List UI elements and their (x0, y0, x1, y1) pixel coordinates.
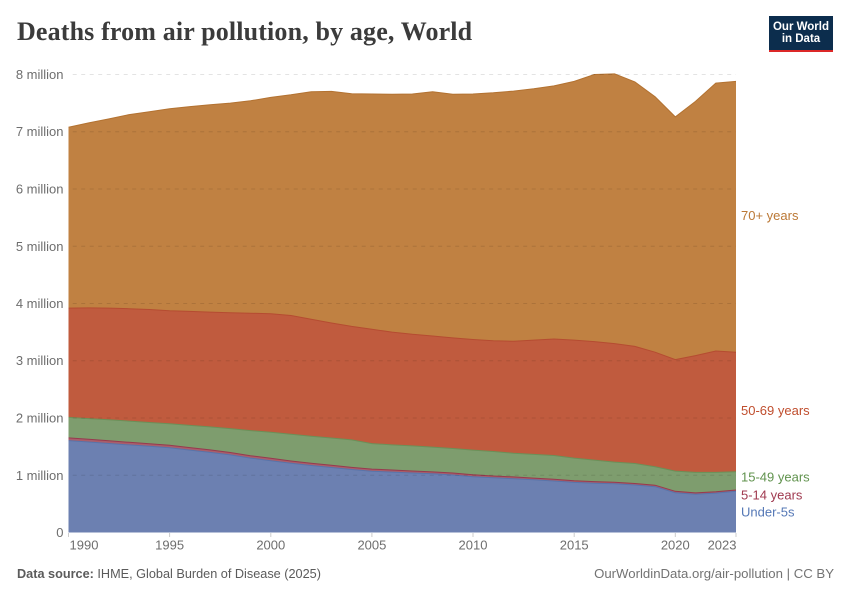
svg-text:1 million: 1 million (16, 468, 64, 483)
svg-text:3 million: 3 million (16, 353, 64, 368)
svg-text:8 million: 8 million (16, 67, 64, 82)
svg-text:2005: 2005 (357, 538, 386, 553)
svg-text:2015: 2015 (560, 538, 589, 553)
svg-text:6 million: 6 million (16, 182, 64, 197)
svg-text:1995: 1995 (155, 538, 184, 553)
svg-text:15-49 years: 15-49 years (741, 470, 810, 485)
svg-text:1990: 1990 (70, 538, 99, 553)
svg-text:5-14 years: 5-14 years (741, 488, 803, 503)
svg-text:2023: 2023 (708, 538, 737, 553)
svg-text:Under-5s: Under-5s (741, 505, 795, 520)
svg-text:2000: 2000 (256, 538, 285, 553)
svg-text:4 million: 4 million (16, 296, 64, 311)
svg-text:50-69 years: 50-69 years (741, 403, 810, 418)
svg-text:2010: 2010 (459, 538, 488, 553)
svg-text:2020: 2020 (661, 538, 690, 553)
svg-text:7 million: 7 million (16, 124, 64, 139)
svg-text:0: 0 (56, 525, 63, 540)
svg-text:70+ years: 70+ years (741, 208, 799, 223)
svg-text:2 million: 2 million (16, 411, 64, 426)
svg-text:5 million: 5 million (16, 239, 64, 254)
